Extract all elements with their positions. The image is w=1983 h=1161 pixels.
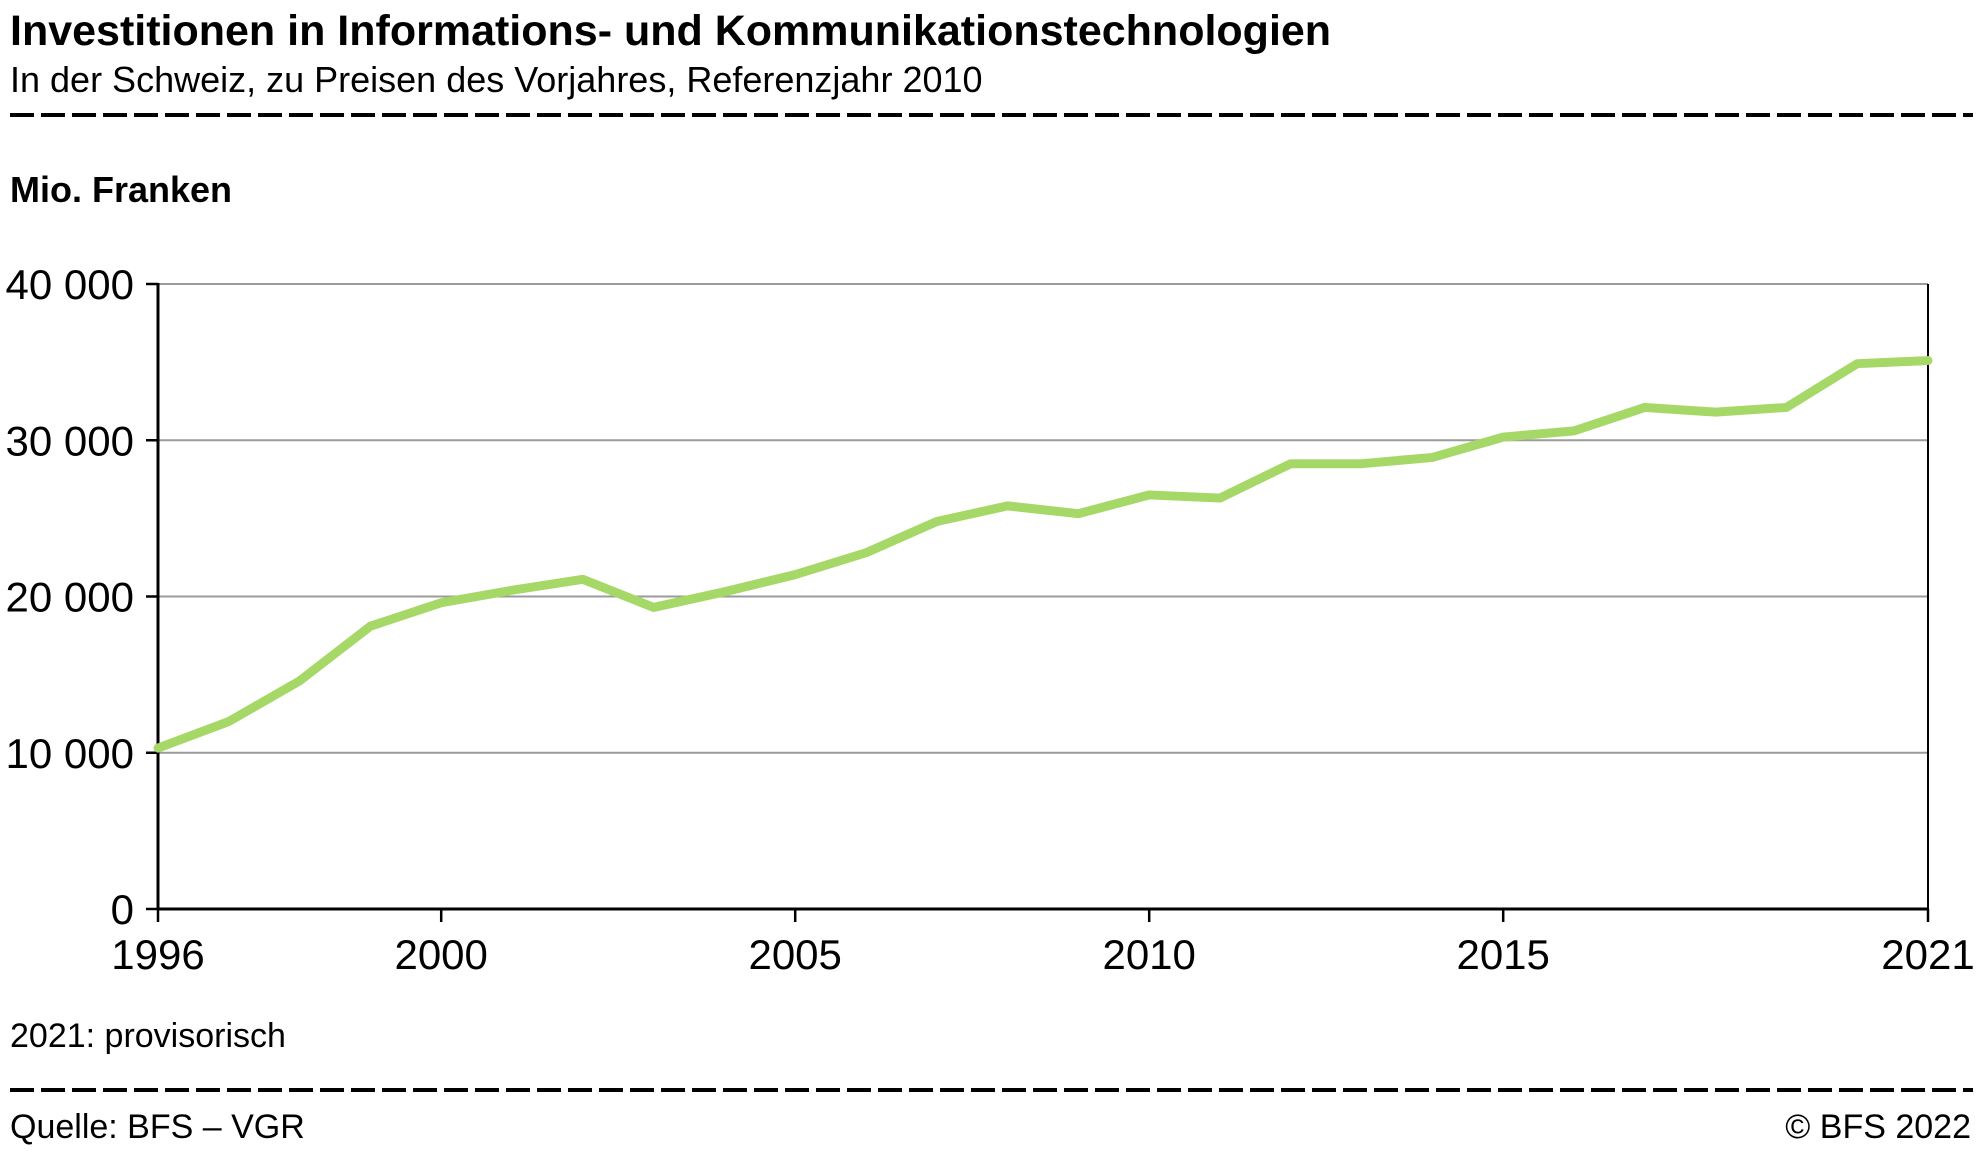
footnote: 2021: provisorisch [10,1016,286,1055]
chart-svg: 0 10 000 20 000 30 000 40 000 1996 2000 2005 201… [6,261,1975,978]
copyright-label: © BFS 2022 [1785,1107,1971,1146]
y-tick-label: 0 [111,886,134,933]
bottom-divider [10,1087,1973,1092]
x-tick-label: 2000 [394,931,487,978]
x-tick-label: 2015 [1456,931,1549,978]
page-subtitle: In der Schweiz, zu Preisen des Vorjahres… [10,59,983,101]
y-tick-label: 30 000 [6,417,134,464]
x-tick-label: 2005 [748,931,841,978]
header: Investitionen in Informations- und Kommu… [0,0,1983,101]
y-axis-unit-label: Mio. Franken [10,168,233,210]
x-tick-label: 2010 [1102,931,1195,978]
source-label: Quelle: BFS – VGR [10,1107,305,1146]
y-tick-label: 20 000 [6,573,134,620]
footer: Quelle: BFS – VGR © BFS 2022 [0,1092,1983,1147]
y-tick-label: 10 000 [6,729,134,776]
y-tick-label: 40 000 [6,261,134,308]
page-title: Investitionen in Informations- und Kommu… [10,7,1332,55]
data-line [153,355,1933,753]
x-tick-label: 2021 [1881,931,1974,978]
x-tick-label: 1996 [111,931,204,978]
top-divider [10,112,1973,117]
